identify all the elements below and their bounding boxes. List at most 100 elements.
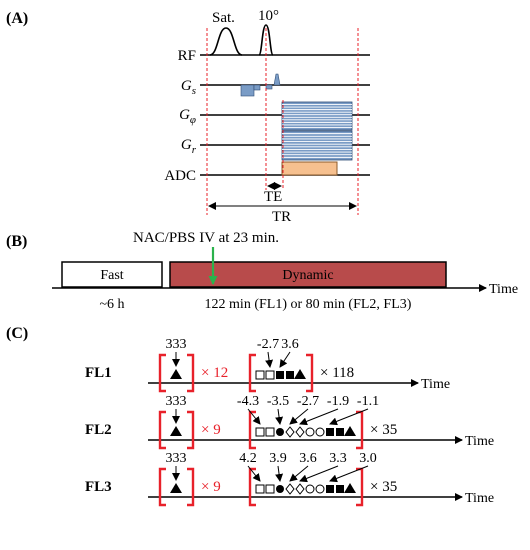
row-name: FL2 — [85, 422, 112, 438]
row-label-gs: Gs — [181, 78, 196, 97]
panel-a: (A) Sat. 10° RF Gs Gφ Gr ADC — [6, 8, 370, 225]
bracket-close — [356, 467, 364, 507]
time-axis-b-label: Time — [489, 282, 518, 297]
second-repeat-count: × 118 — [320, 365, 354, 381]
saturation-pulse — [209, 27, 243, 56]
panel-c-label: (C) — [6, 325, 28, 342]
offset-arrow — [247, 408, 261, 425]
filled-square-icon — [336, 428, 344, 436]
open-square-icon — [255, 484, 265, 494]
offset-arrow — [265, 351, 274, 368]
open-diamond-icon — [295, 426, 305, 438]
gr-envelope — [281, 130, 353, 161]
open-square-icon — [265, 427, 275, 437]
panel-c: (C) FL1 Time 333 × 12 × 118 -2.7 3.6 FL2 Time 333… — [6, 325, 494, 507]
dynamic-duration: 122 min (FL1) or 80 min (FL2, FL3) — [205, 297, 412, 312]
dynamic-label: Dynamic — [282, 268, 333, 283]
time-axis-label: Time — [421, 377, 450, 392]
gs-spoiler-lobe-2 — [253, 84, 261, 91]
panel-b-label: (B) — [6, 233, 27, 250]
filled-circle-icon — [276, 428, 284, 436]
filled-triangle-icon — [344, 426, 356, 436]
row-label-gphi: Gφ — [179, 107, 196, 126]
offset-label: -3.5 — [267, 394, 289, 409]
open-circle-icon — [305, 427, 315, 437]
panel-b: (B) NAC/PBS IV at 23 min. Fast Dynamic T… — [6, 230, 518, 312]
filled-triangle-icon — [170, 483, 182, 493]
offset-label: -2.7 — [257, 337, 279, 352]
bracket-close — [187, 467, 195, 507]
bracket-open — [248, 410, 256, 450]
filled-triangle-icon — [294, 369, 306, 379]
tr-label: TR — [272, 209, 291, 225]
first-offset-label: 333 — [166, 394, 187, 409]
row-name: FL1 — [85, 365, 112, 381]
saturation-label: Sat. — [212, 10, 235, 26]
offset-label: 3.3 — [329, 451, 347, 466]
filled-square-icon — [276, 371, 284, 379]
offset-arrow — [299, 465, 339, 483]
open-square-icon — [265, 370, 275, 380]
bracket-open — [248, 467, 256, 507]
sequence-row-fl1: FL1 Time 333 × 12 × 118 -2.7 3.6 — [85, 337, 450, 393]
panel-a-label: (A) — [6, 10, 28, 27]
row-name: FL3 — [85, 479, 112, 495]
offset-arrow — [289, 408, 309, 425]
gphi-gradient-block — [281, 101, 353, 131]
flip-angle-label: 10° — [258, 8, 279, 24]
bracket-open — [158, 467, 166, 507]
injection-label: NAC/PBS IV at 23 min. — [133, 230, 279, 246]
filled-triangle-icon — [170, 426, 182, 436]
gphi-envelope — [281, 101, 353, 131]
open-circle-icon — [315, 484, 325, 494]
row-label-adc: ADC — [164, 168, 196, 184]
te-label: TE — [264, 189, 282, 205]
open-square-icon — [255, 370, 265, 380]
open-diamond-icon — [295, 483, 305, 495]
time-axis-label: Time — [465, 491, 494, 506]
offset-arrow — [329, 465, 369, 483]
offset-label: -4.3 — [237, 394, 259, 409]
bracket-open — [158, 353, 166, 393]
first-repeat-count: × 12 — [201, 365, 228, 381]
offset-arrow — [275, 465, 284, 482]
first-offset-label: 333 — [166, 337, 187, 352]
bracket-close — [187, 353, 195, 393]
sequence-row-fl2: FL2 Time 333 × 9 × 35 -4.3 -3.5 -2.7 -1.9 -1.1 — [85, 394, 494, 450]
offset-label: 3.9 — [269, 451, 287, 466]
offset-arrow — [329, 408, 369, 426]
filled-square-icon — [336, 485, 344, 493]
fast-duration: ~6 h — [99, 297, 124, 312]
open-diamond-icon — [285, 426, 295, 438]
offset-label: 3.6 — [281, 337, 299, 352]
offset-arrow — [279, 351, 291, 368]
adc-window — [281, 161, 338, 176]
gr-gradient-block — [281, 130, 353, 161]
panel-c-rows: FL1 Time 333 × 12 × 118 -2.7 3.6 FL2 Time 333 × 9 ×… — [85, 337, 494, 507]
filled-triangle-icon — [344, 483, 356, 493]
offset-arrow — [247, 465, 261, 482]
open-square-icon — [265, 484, 275, 494]
filled-square-icon — [326, 428, 334, 436]
gs-refocus-lobe — [265, 84, 273, 90]
gs-spoiler-lobe — [240, 84, 255, 97]
open-circle-icon — [315, 427, 325, 437]
offset-label: 3.0 — [359, 451, 377, 466]
first-repeat-count: × 9 — [201, 479, 221, 495]
bracket-close — [187, 410, 195, 450]
offset-arrow — [275, 408, 284, 425]
first-repeat-count: × 9 — [201, 422, 221, 438]
offset-arrow — [299, 408, 339, 426]
row-label-rf: RF — [178, 48, 196, 64]
filled-circle-icon — [276, 485, 284, 493]
first-offset-label: 333 — [166, 451, 187, 466]
row-label-gr: Gr — [181, 137, 197, 156]
bracket-open — [158, 410, 166, 450]
filled-square-icon — [326, 485, 334, 493]
open-circle-icon — [305, 484, 315, 494]
fast-label: Fast — [100, 268, 123, 283]
offset-arrow — [289, 465, 309, 482]
bracket-open — [248, 353, 256, 393]
time-axis-label: Time — [465, 434, 494, 449]
